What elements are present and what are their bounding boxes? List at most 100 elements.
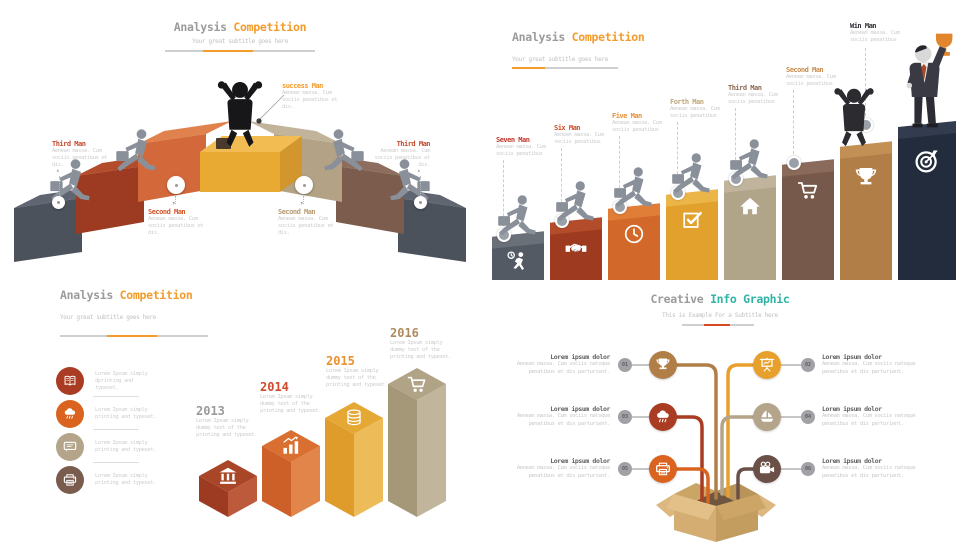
branch-02 [726, 363, 755, 498]
node-icon-circle [649, 455, 677, 483]
bar-step-win [898, 120, 956, 280]
node-connector-line [632, 416, 649, 418]
list-item-text: Lorem Ipsum simply printing and typeset. [95, 440, 157, 453]
node-connector-line [781, 364, 801, 366]
bar-step-1 [840, 141, 892, 280]
branch-lines [675, 363, 755, 504]
chat-bubble-icon [62, 439, 78, 455]
label-success-man: success Man Aenean massa. Cum sociis pen… [282, 82, 338, 110]
panel2-title: Analysis Competition [512, 30, 645, 44]
printer-icon [62, 472, 78, 488]
title-gray: Creative [650, 292, 704, 306]
dashed-connector [865, 48, 866, 116]
list-item-text: Lorem Ipsum simply printing and typeset. [95, 473, 157, 486]
list-icon-circle [56, 433, 84, 461]
label-seven-man: Seven Man Aenean massa. Cum sociis penati… [496, 136, 546, 157]
title-accent: Competition [119, 288, 193, 302]
dashed-connector [561, 148, 562, 212]
panel4-subtitle: This is Example For a Subtitle here [662, 312, 778, 319]
panel-bar-race-competition: Analysis Competition Your great subtitle… [480, 0, 960, 280]
arrow-up-glyph: ▴ [417, 167, 421, 174]
panel3-title: Analysis Competition [60, 288, 193, 302]
arrow-up-glyph: ▴ [56, 167, 60, 174]
list-item-text: Lorem Ipsum simply printing and typeset. [95, 407, 157, 420]
list-divider [93, 396, 139, 397]
video-camera-icon [758, 460, 776, 478]
trophy-icon [654, 356, 672, 374]
list-item-text: Lorem Ipsum simply dprinting and typeset… [95, 371, 148, 391]
step-marker-dot [52, 196, 65, 209]
panel2-subtitle: Your great subtitle goes here [512, 56, 609, 63]
panel3-subtitle: Your great subtitle goes here [60, 314, 157, 321]
label-six-man: Six Man Aenean massa. Cum sociis penatibu… [554, 124, 604, 145]
winner-cheering-silhouette [217, 81, 263, 147]
list-icon-circle [56, 367, 84, 395]
node-connector-line [632, 468, 649, 470]
runner-silhouette [672, 153, 710, 194]
title-accent: Competition [233, 20, 307, 34]
node-connector-line [781, 468, 801, 470]
dashed-connector [503, 160, 504, 226]
node-icon-circle [649, 351, 677, 379]
dashed-connector [793, 90, 794, 154]
year-label-2015: 2015 Lorem Ipsum simply dummy text of th… [326, 354, 388, 388]
label-third-man-right: Third Man Aenean massa. Cum sociis penat… [374, 140, 431, 168]
node-text-03: Lorem ipsum dolor Aenean massa. Cum socii… [516, 405, 611, 427]
node-number-badge: 05 [618, 462, 632, 476]
title-gray: Analysis [512, 30, 565, 44]
cloud-rain-icon [62, 406, 78, 422]
clock-icon [622, 222, 646, 246]
dotted-connector [420, 176, 421, 196]
node-number-badge: 04 [801, 410, 815, 424]
handshake-icon [564, 236, 588, 260]
year-label-2013: 2013 Lorem Ipsum simply dummy text of th… [196, 404, 258, 438]
title-gray: Analysis [60, 288, 113, 302]
home-icon [738, 194, 762, 218]
box-branches-graphic [656, 363, 776, 542]
prism-2015 [325, 402, 383, 517]
bar-step-4 [666, 189, 718, 280]
target-icon [912, 146, 942, 176]
node-text-05: Lorem ipsum dolor Aenean massa. Cum socii… [516, 457, 611, 479]
dotted-connector [59, 176, 60, 196]
runner-silhouette [556, 181, 594, 222]
node-number-badge: 01 [618, 358, 632, 372]
bank-icon [217, 465, 239, 487]
bar-step-5 [608, 203, 660, 280]
node-number-badge: 03 [618, 410, 632, 424]
check-square-icon [680, 208, 704, 232]
node-icon-circle [753, 403, 781, 431]
panel-stairs-competition: Analysis Competition Your great subtitle… [0, 0, 480, 280]
year-label-2016: 2016 Lorem Ipsum simply dummy text of th… [390, 326, 452, 360]
label-win-man: Win Man Aenean massa. Cum sociis penatibu… [850, 22, 900, 43]
printer-icon [654, 460, 672, 478]
branch-06 [736, 467, 755, 500]
label-second-man: Second Man Aenean massa. Cum sociis penat… [786, 66, 836, 87]
list-divider [93, 429, 139, 430]
deadline-runner-icon [506, 250, 530, 274]
panel4-title: Creative Info Graphic [480, 292, 960, 306]
node-text-04: Lorem ipsum dolor Aenean massa. Cum socii… [822, 405, 916, 427]
label-third-man: Third Man Aenean massa. Cum sociis penati… [728, 84, 778, 105]
node-text-02: Lorem ipsum dolor Aenean massa. Cum socii… [822, 353, 916, 375]
title-accent: Competition [571, 30, 645, 44]
trophy-icon [852, 164, 880, 192]
list-divider [93, 462, 139, 463]
dashed-connector [677, 122, 678, 184]
runner-silhouette [614, 167, 652, 208]
box-front-flap [716, 494, 766, 520]
runner-silhouette [730, 139, 768, 180]
title-underline [165, 50, 315, 52]
node-text-06: Lorem ipsum dolor Aenean massa. Cum socii… [822, 457, 916, 479]
panel1-subtitle: Your great subtitle goes here [191, 38, 289, 45]
cheering-man-silhouette [834, 88, 874, 147]
bar-step-3 [724, 175, 776, 280]
box-front-flap [666, 494, 716, 520]
success-callout-line [258, 94, 285, 121]
dashed-connector [735, 108, 736, 170]
coins-icon [343, 407, 365, 429]
presentation-icon [758, 356, 776, 374]
dotted-connector [175, 196, 176, 204]
label-five-man: Five Man Aenean massa. Cum sociis penatib… [612, 112, 662, 133]
branch-03 [675, 415, 704, 502]
